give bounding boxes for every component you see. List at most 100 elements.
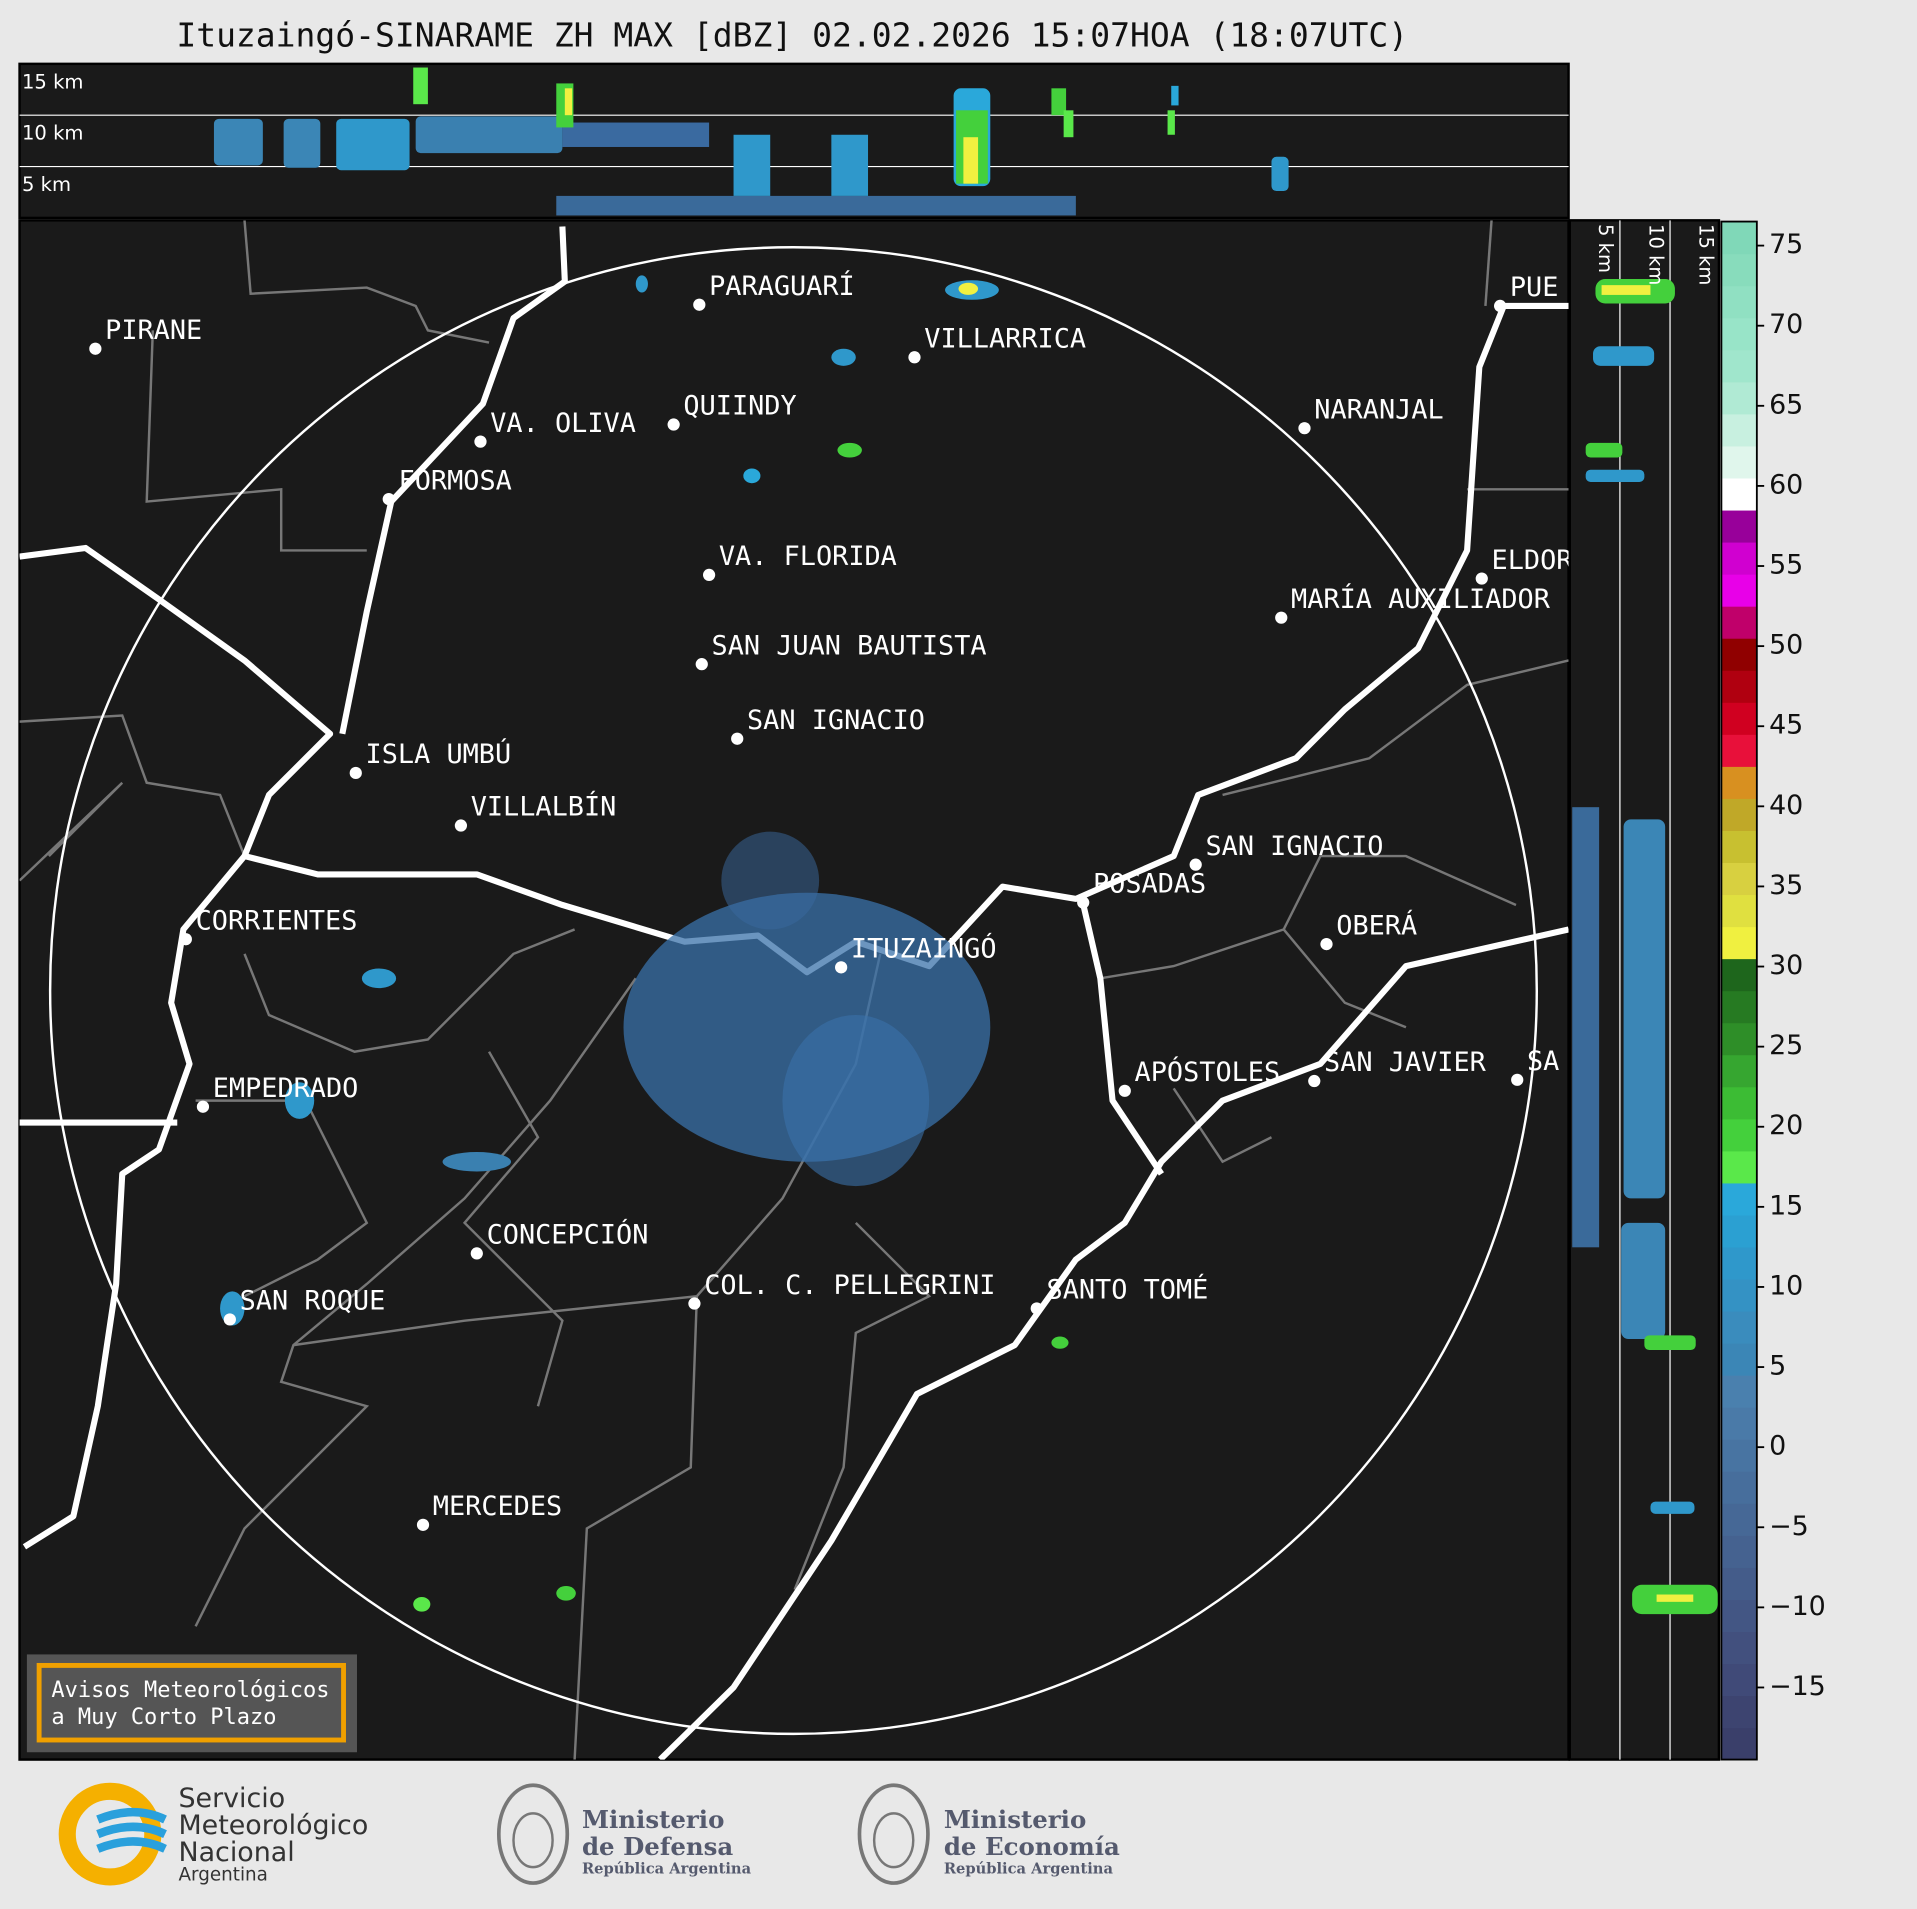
logo-text: República Argentina — [944, 1860, 1114, 1877]
colorbar-frame — [1720, 220, 1758, 1761]
colorbar-segment — [1721, 1375, 1757, 1408]
city-label: SAN JAVIER — [1324, 1047, 1487, 1078]
colorbar-segment — [1721, 1631, 1757, 1665]
colorbar-segment — [1721, 990, 1757, 1024]
defensa-logo: Ministerio de Defensa República Argentin… — [496, 1783, 752, 1885]
city-dot — [1030, 1302, 1043, 1315]
city-label: PUE — [1510, 272, 1559, 303]
colorbar-segment — [1721, 1439, 1757, 1472]
colorbar-tick-label: 55 — [1769, 550, 1803, 581]
colorbar-segment — [1721, 1471, 1757, 1504]
colorbar-segment — [1721, 734, 1757, 767]
colorbar-tick-label: 45 — [1769, 710, 1803, 741]
city-dot — [1077, 896, 1090, 909]
height-label: 5 km — [22, 173, 71, 196]
colorbar-tick-label: 65 — [1769, 389, 1803, 420]
colorbar-tick-label: 25 — [1769, 1030, 1803, 1061]
height-label: 10 km — [1644, 224, 1667, 285]
logo-text: República Argentina — [582, 1860, 752, 1877]
city-dot — [179, 933, 192, 946]
colorbar-tick-label: −15 — [1769, 1671, 1826, 1702]
colorbar-segment — [1721, 445, 1757, 479]
colorbar-segment — [1721, 509, 1757, 543]
side-section: 5 km 10 km 15 km — [1568, 219, 1721, 1761]
colorbar-tick-label: 15 — [1769, 1190, 1803, 1221]
logo-text: Ministerio — [944, 1805, 1086, 1834]
colorbar-tick-label: 35 — [1769, 870, 1803, 901]
city-dot — [1475, 572, 1488, 585]
city-label: SAN IGNACIO — [1205, 831, 1383, 862]
city-dot — [196, 1100, 210, 1113]
city-label: NARANJAL — [1314, 394, 1443, 425]
city-dot — [667, 418, 680, 431]
city-dot — [349, 766, 362, 780]
colorbar-tick-label: 70 — [1769, 309, 1803, 340]
city-dot — [688, 1297, 701, 1310]
title: Ituzaingó-SINARAME ZH MAX [dBZ] 02.02.20… — [176, 16, 1408, 55]
city-dot — [1320, 937, 1333, 951]
colorbar-segment — [1721, 1086, 1757, 1120]
city-label: ELDOR — [1492, 545, 1574, 576]
colorbar-segment — [1721, 221, 1757, 255]
city-dot — [416, 1518, 430, 1531]
colorbar-tick-label: 30 — [1769, 950, 1803, 981]
logo-text: de Defensa — [582, 1832, 733, 1861]
city-label: ISLA UMBÚ — [366, 738, 512, 770]
city-label: EMPEDRADO — [213, 1073, 359, 1104]
colorbar-segment — [1721, 317, 1757, 351]
colorbar-segment — [1721, 1503, 1757, 1536]
colorbar-segment — [1721, 1246, 1757, 1280]
colorbar-segment — [1721, 1343, 1757, 1376]
colorbar-segment — [1721, 1663, 1757, 1697]
radar-echoes — [220, 275, 1069, 1612]
colorbar-segment — [1721, 1407, 1757, 1440]
height-label: 10 km — [22, 122, 83, 145]
city-dot — [835, 961, 848, 974]
warning-box: Avisos Meteorológicos a Muy Corto Plazo — [26, 1654, 357, 1753]
logo-text: Servicio — [178, 1783, 285, 1814]
city-label: CORRIENTES — [196, 905, 358, 936]
colorbar-tick-label: 10 — [1769, 1270, 1803, 1301]
colorbar-tick-label: 0 — [1769, 1431, 1786, 1462]
city-label: CONCEPCIÓN — [487, 1219, 649, 1251]
city-dot — [1298, 422, 1311, 435]
city-dot — [454, 819, 468, 832]
city-dot — [731, 732, 744, 745]
colorbar-segment — [1721, 638, 1757, 671]
city-label: VILLALBÍN — [471, 791, 617, 823]
colorbar-segment — [1721, 926, 1757, 960]
city-dot — [223, 1313, 236, 1326]
map: PARAGUARÍ PIRANE VILLARRICA QUIINDY VA. OLIV… — [19, 220, 1574, 1760]
city-dot — [382, 492, 395, 506]
city-label: FORMOSA — [399, 465, 512, 496]
city-dot — [1511, 1073, 1524, 1086]
warning-text: Avisos Meteorológicos — [51, 1678, 329, 1703]
city-label: SAN IGNACIO — [747, 705, 925, 736]
city-dot — [1189, 858, 1202, 871]
city-label: POSADAS — [1093, 869, 1206, 900]
colorbar-segment — [1721, 798, 1757, 831]
logo-text: de Economía — [944, 1832, 1120, 1861]
city-dot — [1308, 1074, 1321, 1088]
colorbar-tick-label: 60 — [1769, 469, 1803, 500]
colorbar-segment — [1721, 413, 1757, 447]
colorbar-segment — [1721, 862, 1757, 896]
city-label: SAN JUAN BAUTISTA — [712, 630, 987, 661]
city-dot — [470, 1247, 483, 1260]
colorbar-segment — [1721, 574, 1757, 607]
smn-logo: Servicio Meteorológico Nacional Argentin… — [58, 1782, 368, 1886]
colorbar-segment — [1721, 1278, 1757, 1312]
city-label: PARAGUARÍ — [709, 270, 855, 302]
city-label: COL. C. PELLEGRINI — [704, 1270, 995, 1301]
colorbar-tick-label: −10 — [1769, 1591, 1826, 1622]
colorbar-segment — [1721, 477, 1757, 511]
cities: PARAGUARÍ PIRANE VILLARRICA QUIINDY VA. OLIV… — [89, 270, 1574, 1531]
colorbar-segment — [1721, 606, 1757, 639]
colorbar-segment — [1721, 1310, 1757, 1344]
colorbar-segment — [1721, 702, 1757, 735]
height-label: 15 km — [22, 70, 83, 93]
city-label: SANTO TOMÉ — [1047, 1274, 1209, 1306]
colorbar-segment — [1721, 1599, 1757, 1633]
